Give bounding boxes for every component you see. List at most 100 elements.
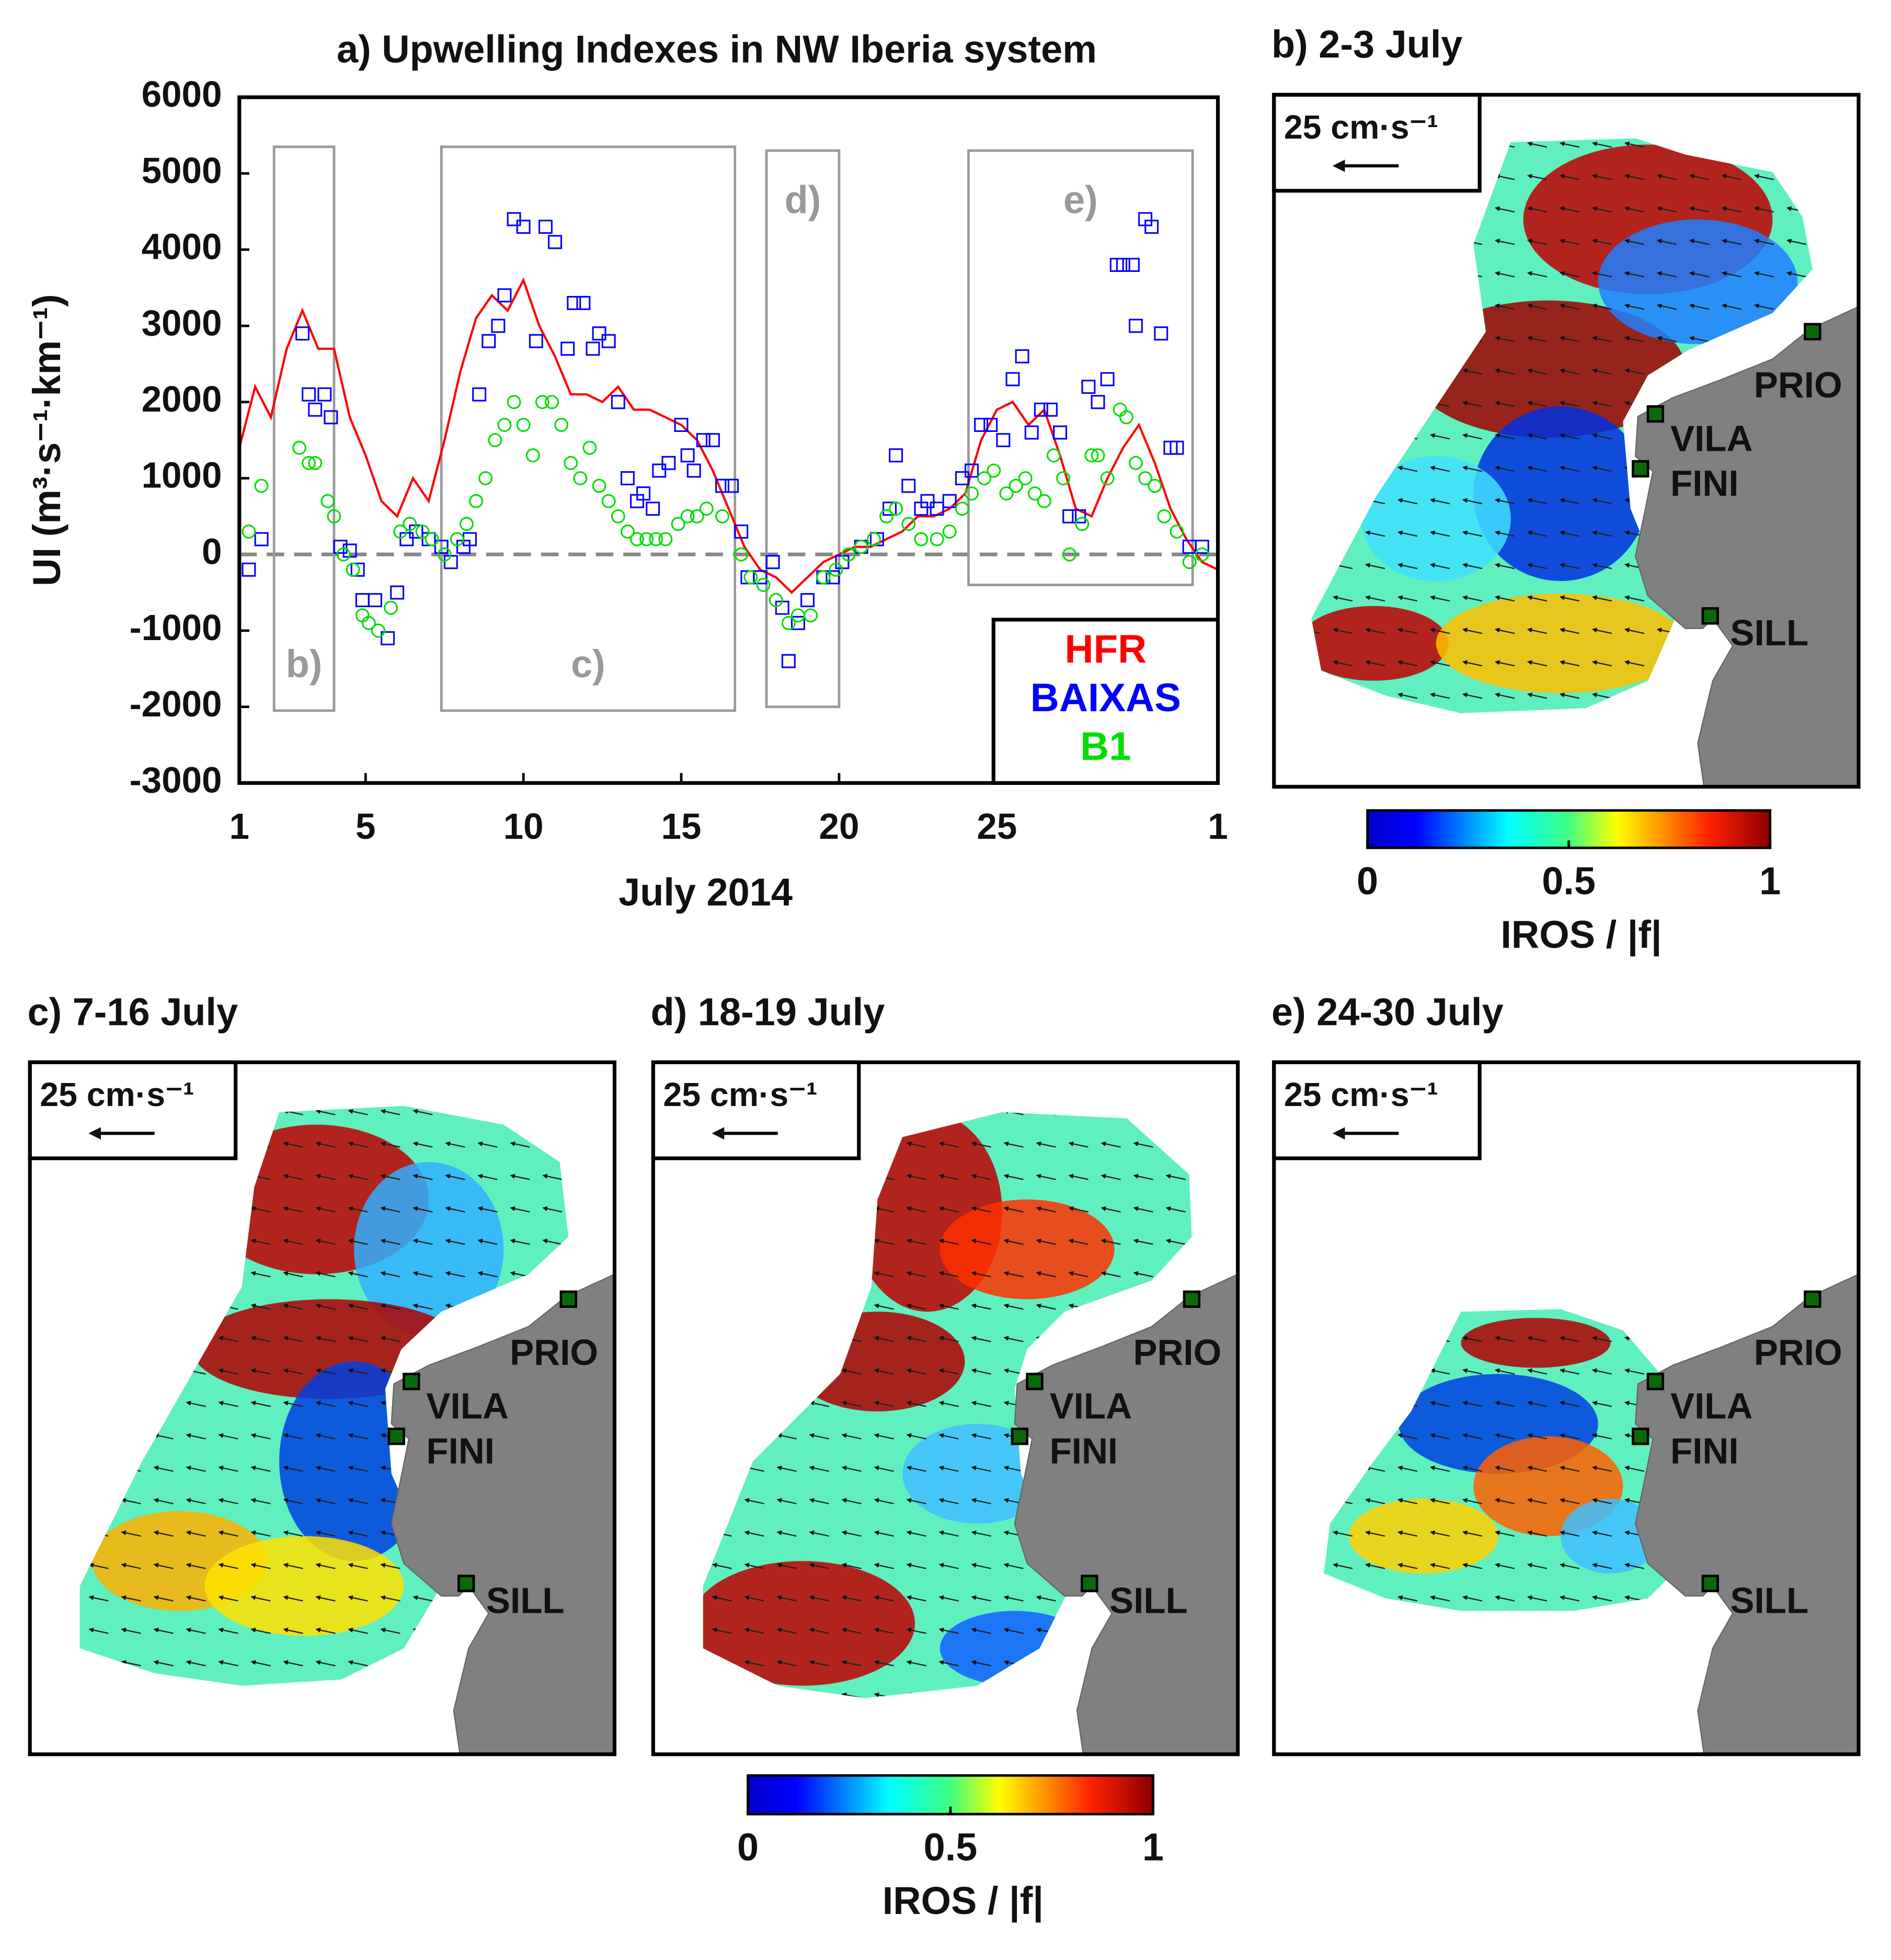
b1-point bbox=[743, 570, 758, 585]
current-arrow bbox=[1494, 271, 1515, 278]
current-arrow bbox=[315, 1368, 336, 1375]
current-arrow bbox=[809, 1595, 829, 1602]
current-arrow bbox=[1365, 1433, 1385, 1440]
current-arrow bbox=[1365, 238, 1385, 245]
current-arrow bbox=[59, 1176, 76, 1179]
current-arrow bbox=[1626, 1309, 1645, 1310]
scale-label: 25 cm·s⁻¹ bbox=[1284, 1076, 1438, 1113]
site-label: VILA bbox=[1670, 418, 1752, 459]
current-arrow bbox=[1627, 1273, 1644, 1277]
current-arrow bbox=[682, 1338, 699, 1341]
current-arrow bbox=[250, 1498, 271, 1505]
current-arrow bbox=[542, 1206, 563, 1213]
current-arrow bbox=[1003, 1238, 1024, 1245]
current-arrow bbox=[682, 1694, 699, 1698]
patches bbox=[1303, 1111, 1806, 1698]
current-arrow bbox=[477, 1303, 498, 1310]
current-arrow bbox=[1003, 1173, 1024, 1180]
colorbar-tick-label: 1 bbox=[1142, 1826, 1164, 1869]
b1-point bbox=[1195, 547, 1209, 562]
b1-point bbox=[658, 532, 673, 546]
current-arrow bbox=[1724, 1273, 1741, 1277]
current-arrow bbox=[348, 1303, 368, 1310]
current-arrow bbox=[1133, 1303, 1153, 1310]
field-patch bbox=[939, 1611, 1090, 1686]
field-patch bbox=[939, 1199, 1115, 1300]
current-arrow bbox=[88, 1563, 109, 1569]
current-arrow bbox=[1497, 1240, 1515, 1244]
current-arrow bbox=[1529, 1309, 1548, 1310]
current-arrow bbox=[250, 1530, 271, 1537]
current-arrow bbox=[1332, 465, 1353, 472]
current-arrow bbox=[1036, 1112, 1056, 1115]
current-arrow bbox=[938, 1433, 959, 1440]
current-arrow bbox=[682, 1240, 699, 1244]
current-arrow bbox=[971, 1498, 991, 1505]
current-arrow bbox=[250, 1238, 271, 1245]
current-arrow bbox=[1036, 1271, 1056, 1278]
current-arrow bbox=[1397, 1433, 1418, 1440]
current-arrow bbox=[121, 1271, 141, 1278]
y-tick-label: -3000 bbox=[130, 760, 222, 801]
current-arrow bbox=[1365, 303, 1385, 310]
current-arrow bbox=[1559, 1563, 1580, 1569]
current-arrow bbox=[1432, 1309, 1450, 1310]
current-arrow bbox=[348, 1498, 368, 1505]
current-arrow bbox=[809, 1530, 829, 1537]
current-arrow bbox=[1789, 1111, 1806, 1114]
current-arrow bbox=[971, 1238, 991, 1245]
current-arrow bbox=[1689, 206, 1710, 213]
current-arrow bbox=[1591, 1400, 1612, 1407]
current-arrow bbox=[250, 1400, 271, 1407]
current-arrow bbox=[1527, 1368, 1548, 1375]
current-arrow bbox=[1332, 368, 1353, 375]
current-arrow bbox=[1332, 1433, 1353, 1440]
current-arrow bbox=[1335, 1273, 1353, 1277]
b1-point bbox=[478, 471, 493, 485]
current-arrow bbox=[776, 1498, 797, 1505]
current-arrow bbox=[186, 1530, 206, 1537]
current-arrow bbox=[1462, 595, 1483, 602]
current-arrow bbox=[1562, 1309, 1580, 1310]
current-arrow bbox=[88, 1465, 109, 1472]
current-arrow bbox=[1724, 1143, 1741, 1147]
baixas-point bbox=[765, 555, 780, 569]
colorbar-tick-label: 0 bbox=[1357, 859, 1378, 903]
b1-point bbox=[361, 616, 376, 630]
current-arrow bbox=[121, 1336, 141, 1342]
b1-point bbox=[1037, 494, 1051, 508]
current-arrow bbox=[1756, 1176, 1773, 1179]
baixas-point bbox=[1044, 402, 1058, 417]
current-arrow bbox=[218, 1595, 238, 1602]
site-marker bbox=[1701, 1575, 1719, 1592]
current-arrow bbox=[1497, 1176, 1515, 1179]
current-arrow bbox=[1332, 660, 1353, 667]
b1-point bbox=[715, 509, 730, 523]
current-arrow bbox=[1562, 1208, 1579, 1212]
current-arrow bbox=[1335, 1694, 1353, 1698]
current-arrow bbox=[1365, 271, 1385, 278]
baixas-point bbox=[1116, 258, 1130, 272]
current-arrow bbox=[744, 1271, 764, 1278]
current-arrow bbox=[1397, 1595, 1418, 1602]
current-arrow bbox=[412, 1303, 433, 1310]
site-label: FINI bbox=[1670, 1430, 1739, 1471]
current-arrow bbox=[1756, 1143, 1773, 1147]
current-arrow bbox=[88, 1400, 109, 1407]
current-arrow bbox=[1494, 563, 1515, 569]
current-arrow bbox=[1303, 1694, 1320, 1698]
current-arrow bbox=[1595, 1111, 1612, 1114]
current-arrow bbox=[712, 1206, 732, 1213]
current-arrow bbox=[59, 1662, 76, 1666]
current-arrow bbox=[874, 1563, 894, 1569]
current-arrow bbox=[744, 1595, 764, 1602]
baixas-point bbox=[942, 494, 957, 508]
site-marker bbox=[1632, 460, 1649, 478]
current-arrow bbox=[1692, 1143, 1709, 1147]
current-arrow bbox=[1365, 206, 1385, 213]
baixas-point bbox=[350, 562, 365, 577]
current-arrow bbox=[1497, 1662, 1515, 1666]
current-arrow bbox=[744, 1627, 764, 1634]
current-arrow bbox=[1432, 1662, 1450, 1666]
current-arrow bbox=[1332, 1400, 1353, 1407]
